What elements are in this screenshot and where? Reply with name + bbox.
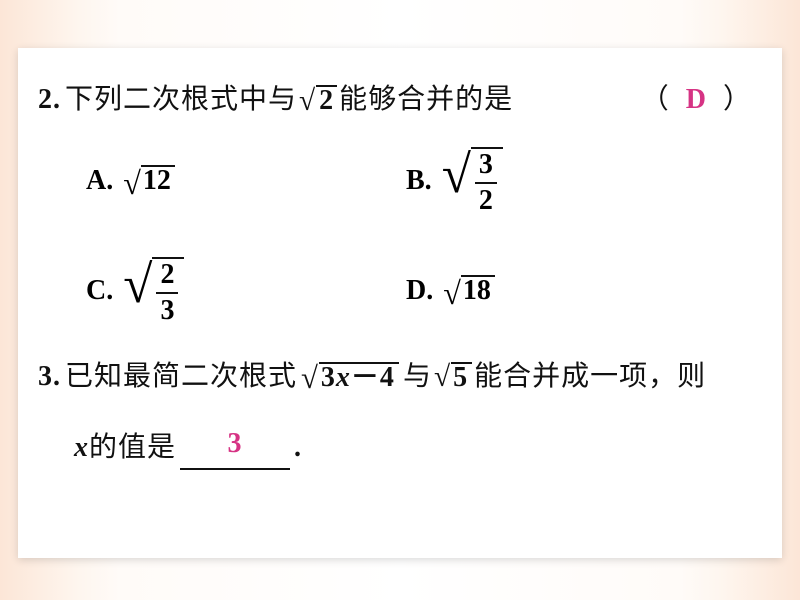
optA-radicand: 12 <box>141 165 175 195</box>
q3-sqrt1: √ 3x－4 <box>301 362 399 393</box>
q2-option-A: A. √ 12 <box>86 147 406 215</box>
q3-stem-pre: 已知最简二次根式 <box>65 355 297 400</box>
q2-stem-post: 能够合并的是 <box>339 78 513 123</box>
q2-row2: C. √ 2 3 D. √ 18 <box>86 257 752 325</box>
q2-inline-radicand: 2 <box>316 85 337 115</box>
optB-sqrt: √ 3 2 <box>442 147 503 215</box>
q2-row1: A. √ 12 B. √ 3 2 <box>86 147 752 215</box>
paren-close: ） <box>723 78 752 123</box>
optA-label: A. <box>86 165 113 197</box>
q3-mid1: 与 <box>403 355 432 400</box>
q3-line1: 3. 已知最简二次根式 √ 3x－4 与 √ 5 能合并成一项，则 <box>38 355 752 400</box>
q2-option-B: B. √ 3 2 <box>406 147 726 215</box>
optD-sqrt: √ 18 <box>443 275 495 307</box>
q2-option-C: C. √ 2 3 <box>86 257 406 325</box>
q2-option-D: D. √ 18 <box>406 257 726 325</box>
optC-label: C. <box>86 275 113 307</box>
q3-line2-text: 的值是 <box>89 426 176 471</box>
optB-num: 3 <box>475 151 497 182</box>
content-card: 2. 下列二次根式中与 √ 2 能够合并的是 （ D ） A. √ 12 <box>18 48 782 558</box>
q3-var: x <box>74 426 89 471</box>
q2-number: 2. <box>38 78 61 123</box>
q2-stem: 2. 下列二次根式中与 √ 2 能够合并的是 （ D ） <box>38 78 752 123</box>
q3-number: 3. <box>38 355 61 400</box>
optB-den: 2 <box>475 182 497 215</box>
optB-label: B. <box>406 165 432 197</box>
q3-mid2: 能合并成一项，则 <box>474 355 706 400</box>
q3-blank: 3 <box>180 422 290 471</box>
optC-sqrt: √ 2 3 <box>123 257 184 325</box>
optC-num: 2 <box>156 261 178 292</box>
optC-frac: 2 3 <box>156 261 178 325</box>
q3-sqrt2: √ 5 <box>434 362 472 392</box>
optC-den: 3 <box>156 292 178 325</box>
optD-radicand: 18 <box>461 275 495 305</box>
optD-label: D. <box>406 275 433 307</box>
q2-options: A. √ 12 B. √ 3 2 <box>86 147 752 325</box>
q3-rad2: 5 <box>451 362 472 392</box>
q3-answer: 3 <box>205 422 265 467</box>
q2-stem-pre: 下列二次根式中与 <box>65 78 297 123</box>
q2-inline-sqrt: √ 2 <box>299 85 337 115</box>
paren-open: （ <box>641 78 670 123</box>
optA-sqrt: √ 12 <box>123 165 175 197</box>
q2-answer: D <box>686 78 707 123</box>
q3-line2: x 的值是 3 . <box>74 422 752 471</box>
optB-frac: 3 2 <box>475 151 497 215</box>
q3-period: . <box>294 426 302 471</box>
q2-answer-paren: （ D ） <box>641 78 752 123</box>
